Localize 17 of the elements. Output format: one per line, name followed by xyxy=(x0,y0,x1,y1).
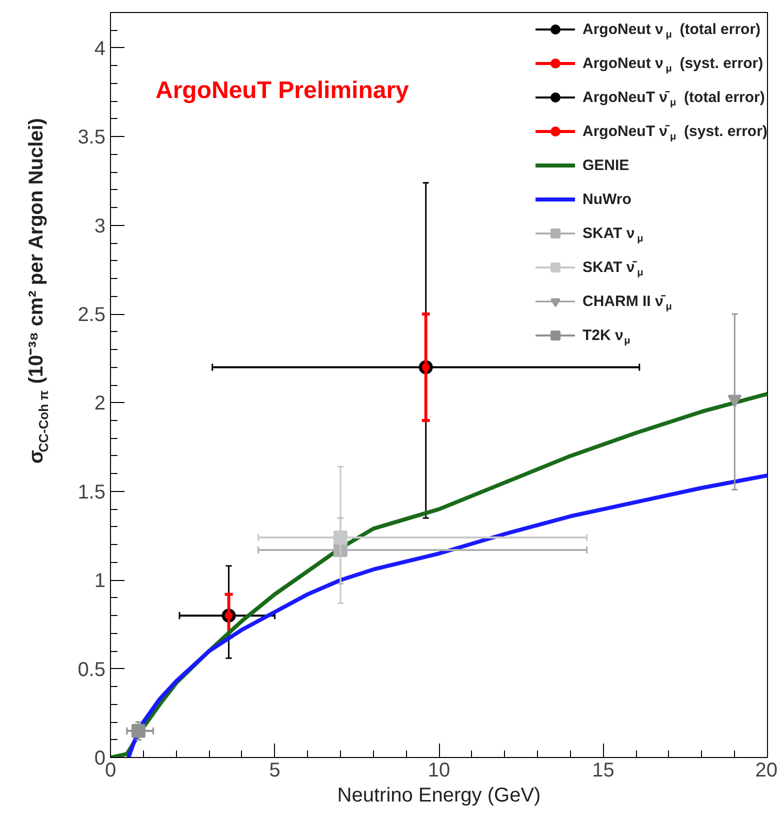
y-tick-label: 3.5 xyxy=(78,126,106,149)
x-tick-label: 20 xyxy=(755,760,777,782)
x-tick-label: 15 xyxy=(592,760,614,782)
legend-label: GENIE xyxy=(582,157,630,174)
y-tick-label: 3 xyxy=(94,215,106,238)
y-tick-label: 1 xyxy=(94,570,106,592)
y-tick-label: 1.5 xyxy=(78,481,106,504)
y-tick-label: 4 xyxy=(94,38,106,60)
x-tick-label: 5 xyxy=(269,760,280,782)
x-axis-title: Neutrino Energy (GeV) xyxy=(337,784,541,806)
y-axis-title: σCC-Coh π (10⁻³⁸ cm² per Argon Nuclei) xyxy=(26,118,51,464)
y-tick-label: 2 xyxy=(94,392,106,415)
y-tick-label: 2.5 xyxy=(78,304,106,326)
y-tick-label: 0.5 xyxy=(78,658,106,681)
legend-label: NuWro xyxy=(582,191,632,208)
annotation: ArgoNeuT Preliminary xyxy=(156,77,410,104)
x-tick-label: 10 xyxy=(428,760,450,782)
